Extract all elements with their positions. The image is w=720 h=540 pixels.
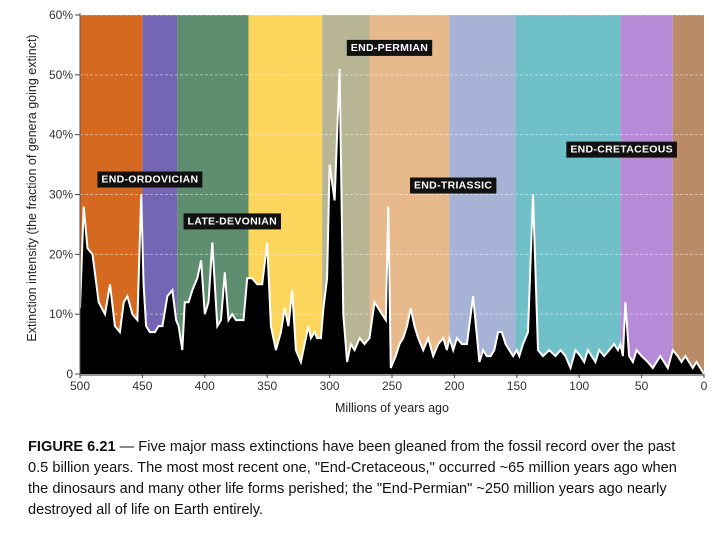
- annotation-box: [566, 141, 677, 158]
- x-tick-label: 100: [569, 379, 589, 393]
- y-tick-label: 10%: [49, 307, 73, 321]
- annotation-box: [346, 39, 433, 56]
- x-tick-label: 50: [635, 379, 649, 393]
- series-line: [79, 68, 705, 375]
- annotation-label: END-PERMIAN: [346, 39, 433, 56]
- annotation-text: END-PERMIAN: [351, 42, 428, 54]
- y-tick-label: 40%: [49, 128, 73, 142]
- y-tick-label: 30%: [49, 188, 73, 202]
- extinction-series: [79, 68, 705, 375]
- x-tick-label: 200: [444, 379, 464, 393]
- y-tick-label: 50%: [49, 68, 73, 82]
- figure-caption: FIGURE 6.21 — Five major mass extinction…: [28, 437, 698, 521]
- figure-label: FIGURE 6.21: [28, 439, 116, 455]
- period-band-8: [620, 15, 673, 374]
- annotation-text: END-ORDOVICIAN: [101, 174, 198, 186]
- x-tick-label: 300: [320, 379, 340, 393]
- annotation-text: END-TRIASSIC: [414, 180, 492, 192]
- annotation-box: [97, 171, 203, 188]
- annotation-label: LATE-DEVONIAN: [183, 213, 281, 230]
- x-tick-label: 450: [132, 379, 152, 393]
- extinction-annotations: END-ORDOVICIAN LATE-DEVONIAN END-PERMIAN EN…: [97, 39, 677, 230]
- x-tick-label: 0: [701, 379, 708, 393]
- y-axis-ticks: 0 10% 20% 30% 40% 50% 60%: [49, 8, 80, 381]
- x-axis-ticks: 500 450 400 350 300 250 200 150 100 50 0: [70, 374, 708, 393]
- y-tick-label: 60%: [49, 8, 73, 22]
- annotation-box: [410, 177, 497, 194]
- period-band-9: [672, 15, 704, 374]
- y-axis-title: Extinction intensity (the fraction of ge…: [25, 34, 39, 341]
- x-tick-label: 150: [507, 379, 527, 393]
- annotation-label: END-CRETACEOUS: [566, 141, 677, 158]
- caption-text: — Five major mass extinctions have been …: [28, 439, 677, 518]
- y-tick-label: 20%: [49, 247, 73, 261]
- extinction-chart: 010%20%30%40%50%60% 500 450 400 350 300 250 20…: [25, 8, 708, 415]
- annotation-text: LATE-DEVONIAN: [188, 215, 277, 227]
- annotation-text: END-CRETACEOUS: [570, 144, 673, 156]
- x-axis-title: Millions of years ago: [335, 401, 449, 415]
- x-tick-label: 350: [257, 379, 277, 393]
- x-tick-label: 400: [195, 379, 215, 393]
- annotation-label: END-ORDOVICIAN: [97, 171, 203, 188]
- annotation-label: END-TRIASSIC: [410, 177, 497, 194]
- gridlines: [80, 14, 704, 315]
- x-tick-label: 250: [382, 379, 402, 393]
- annotation-box: [183, 213, 281, 230]
- y-tick-label: 0: [66, 367, 73, 381]
- series-area: [80, 68, 704, 375]
- period-band-6: [449, 15, 516, 374]
- x-tick-label: 500: [70, 379, 90, 393]
